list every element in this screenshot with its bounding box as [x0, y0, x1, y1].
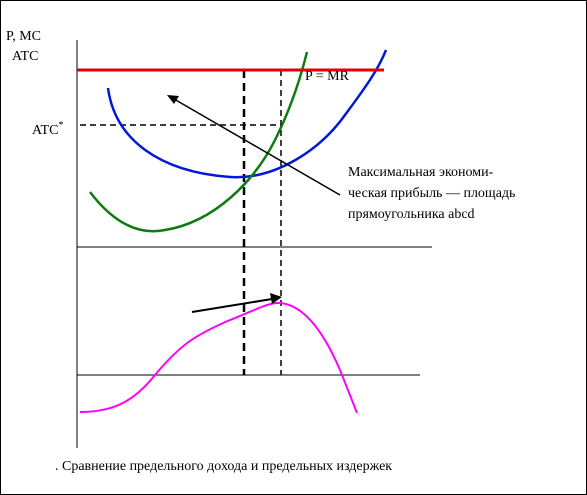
arrowhead: [270, 293, 282, 304]
atc-star-label: ATC*: [32, 120, 63, 138]
atc-curve: [106, 49, 388, 179]
y-label: ATC: [12, 49, 38, 64]
superscript: *: [58, 120, 63, 131]
caption: . Сравнение предельного дохода и предель…: [55, 459, 392, 474]
profit-curve: [79, 301, 358, 414]
arrow: [173, 98, 341, 196]
arrowhead: [167, 95, 179, 104]
mc-curve: [89, 51, 309, 233]
annotation-line: ческая прибыль — площадь: [348, 186, 515, 201]
annotation-line: прямоугольника abcd: [348, 207, 475, 222]
price-line-label: P = MR: [305, 69, 350, 84]
annotation-line: Максимальная экономи-: [348, 165, 494, 180]
arrow: [191, 298, 273, 313]
y-label: P, MC: [6, 29, 41, 44]
atc-text: ATC: [32, 123, 58, 138]
